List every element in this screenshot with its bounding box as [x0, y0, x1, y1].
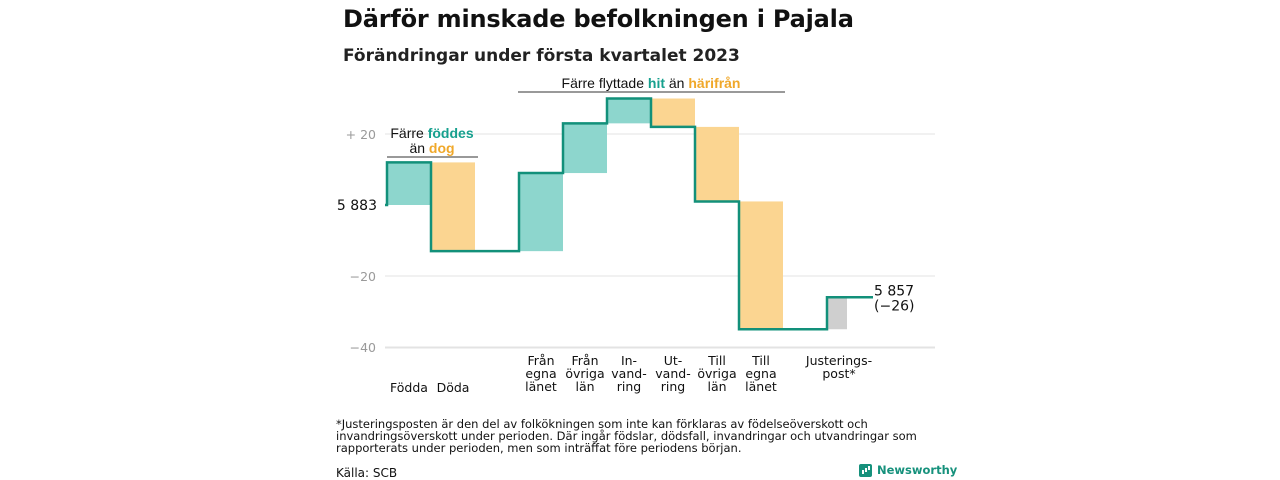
brand-name: Newsworthy	[877, 463, 958, 477]
bar-8	[739, 201, 783, 330]
chart-subtitle: Förändringar under första kvartalet 2023	[343, 46, 740, 66]
step-line	[385, 97, 873, 331]
bar-7	[695, 126, 739, 202]
y-tick-label: −20	[350, 269, 376, 284]
bar-9	[827, 297, 847, 330]
bar-layer	[387, 98, 847, 330]
y-tick-label: + 20	[346, 127, 376, 142]
x-category-label: Födda	[390, 380, 428, 395]
bar-chart-icon	[859, 463, 872, 477]
x-category-label: Ut-vand-ring	[655, 353, 690, 394]
source-label: Källa: SCB	[336, 466, 398, 480]
end-change-label: (−26)	[874, 298, 914, 314]
bar-2	[431, 162, 475, 252]
bar-3	[519, 173, 563, 252]
x-category-label: Justerings-post*	[805, 353, 872, 381]
x-category-label: Till egna länet	[745, 353, 777, 394]
annotation-births-line2: än dog	[409, 140, 454, 156]
x-category-label: Från egna länet	[525, 353, 557, 394]
x-category-label: Från övriga län	[565, 353, 604, 394]
y-tick-label: −40	[350, 340, 376, 355]
x-category-label: In-vand-ring	[611, 353, 646, 394]
x-category-label: Döda	[437, 380, 470, 395]
end-value-label: 5 857	[874, 283, 914, 299]
bar-6	[651, 98, 695, 127]
bar-4	[563, 123, 607, 174]
x-category-label: Till övriga län	[697, 353, 736, 394]
grid-layer: + 20 5 883 −20 −40	[337, 127, 935, 355]
bar-5	[607, 98, 651, 124]
y-tick-label: 5 883	[337, 198, 377, 214]
line-layer	[385, 97, 873, 331]
newsworthy-logo[interactable]: Newsworthy	[859, 463, 957, 477]
chart-title: Därför minskade befolkningen i Pajala	[343, 5, 854, 33]
annotation-migration: Färre flyttade hit än härifrån	[562, 75, 741, 91]
footnote: *Justeringsposten är den del av folkökni…	[336, 417, 917, 455]
annotation-births-line1: Färre föddes	[390, 125, 473, 141]
bar-1	[387, 162, 431, 205]
